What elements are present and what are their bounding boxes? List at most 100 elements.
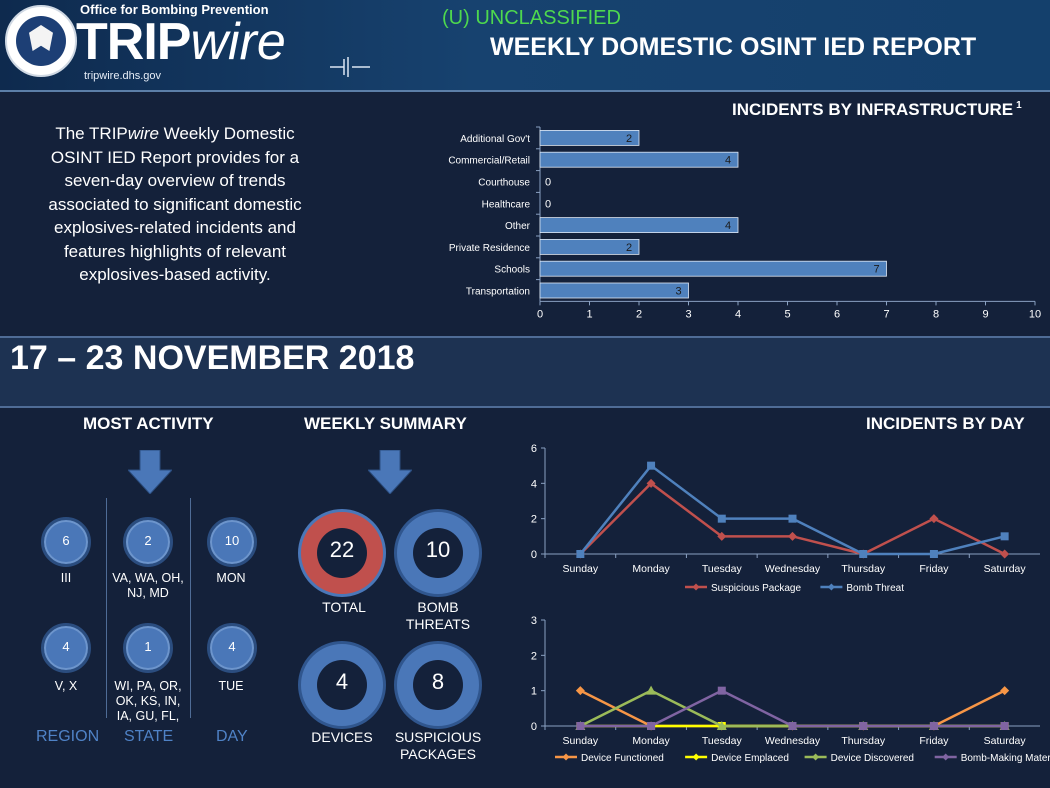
total-label: TOTAL [322,599,366,615]
data-point [646,685,657,695]
bar-value-label: 0 [545,198,551,210]
series-line [579,689,1006,728]
x-tick-label: Monday [632,735,670,747]
report-title: WEEKLY DOMESTIC OSINT IED REPORT [490,33,977,61]
office-name: Office for Bombing Prevention [80,2,269,17]
data-point [1000,549,1010,559]
x-tick-label: 7 [883,308,889,320]
x-tick-label: Wednesday [765,735,821,747]
legend-label: Device Functioned [581,753,664,764]
day-second-label: TUE [218,679,244,693]
devices-ring: 4 [298,641,386,729]
region-top-value: 6 [62,533,70,548]
x-tick-label: Friday [919,563,949,575]
y-tick-label: 0 [531,549,537,561]
data-point [717,531,727,541]
category-label: Transportation [466,287,530,298]
x-tick-label: Saturday [984,563,1027,575]
region-top-label: III [60,571,72,585]
report-header [0,0,1050,92]
classification-label: (U) UNCLASSIFIED [442,7,621,29]
x-tick-label: Saturday [984,735,1027,747]
infrastructure-chart-title: INCIDENTS BY INFRASTRUCTURE 1 [732,100,1022,120]
intro-text: The TRIPwire Weekly Domestic OSINT IED R… [30,122,320,287]
region-second-value: 4 [62,639,70,654]
infrastructure-bar-chart: 0 1 2 3 4 5 6 7 8 9 10 Additional Gov't 2 Commercial/… [448,126,1041,320]
most-activity-title: MOST ACTIVITY [83,414,214,433]
suspicious-packages-value: 8 [431,669,445,694]
logo-italic: wire [190,13,286,71]
intro-part2: Weekly Domestic OSINT IED Report provide… [48,124,302,284]
bar-value-label: 2 [626,133,632,145]
x-tick-label: Friday [919,735,949,747]
site-url: tripwire.dhs.gov [84,70,162,82]
infrastructure-title-footnote: 1 [1016,100,1022,112]
data-point [859,550,868,558]
bar-value-label: 3 [675,286,681,298]
ring-hole [413,528,463,578]
category-label: Other [505,221,531,232]
legend-marker [562,753,570,761]
data-point [788,722,797,730]
bar [539,282,689,299]
category-label: Healthcare [482,199,531,210]
region-second-circle: 4 [41,623,91,673]
x-tick-label: 3 [685,308,691,320]
legend-label: Bomb-Making Materials [961,753,1050,764]
bar [539,217,739,233]
x-tick-label: 6 [834,308,840,320]
total-ring: 22 [298,509,386,597]
x-tick-label: Wednesday [765,563,821,575]
day-footer: DAY [216,728,248,745]
x-tick-label: Sunday [563,563,599,575]
column-divider [106,498,107,718]
region-footer: REGION [36,728,100,745]
category-label: Courthouse [478,178,530,189]
date-band [0,336,1050,408]
legend-marker [692,753,700,761]
data-point [646,478,656,488]
signal-wave-icon [330,57,370,77]
bar [539,129,640,146]
y-tick-label: 3 [531,615,537,627]
region-top-circle: 6 [41,517,91,567]
x-tick-label: Tuesday [702,563,743,575]
legend-marker [692,583,700,591]
ring-hole [317,660,367,710]
x-tick-label: 1 [586,308,592,320]
state-top-label: VA, WA, OH, NJ, MD [112,571,184,600]
legend-marker [812,753,820,761]
x-tick-label: Thursday [841,735,886,747]
ring-hole [413,660,463,710]
bomb-threats-value: 10 [425,537,451,562]
bomb-threats-label: BOMB THREATS [405,599,471,632]
down-arrow-icon [368,450,412,494]
y-tick-label: 1 [531,686,537,698]
data-point [859,722,868,730]
bomb-threats-ring: 10 [394,509,482,597]
down-arrow-icon [128,450,172,494]
y-tick-label: 2 [531,514,537,526]
state-footer: STATE [124,728,174,745]
x-tick-label: 8 [933,308,939,320]
data-point [576,550,585,558]
infrastructure-title-text: INCIDENTS BY INFRASTRUCTURE [732,100,1014,119]
data-point [717,514,726,523]
y-tick-label: 2 [531,650,537,662]
data-point [788,514,797,523]
bar-value-label: 4 [725,155,731,167]
category-label: Private Residence [449,243,531,254]
suspicious-packages-label: SUSPICIOUS PACKAGES [394,729,482,762]
state-top-value: 2 [144,533,152,548]
legend-marker [827,583,835,591]
logo-main: TRIP [76,13,191,71]
tripwire-logo: TRIPwire [76,12,286,72]
total-value: 22 [329,537,355,562]
data-point [929,550,938,558]
data-point [647,722,656,730]
suspicious-packages-ring: 8 [394,641,482,729]
region-second-label: V, X [54,679,78,693]
series-line [580,689,1005,728]
data-point [716,721,727,730]
data-point [576,722,585,730]
